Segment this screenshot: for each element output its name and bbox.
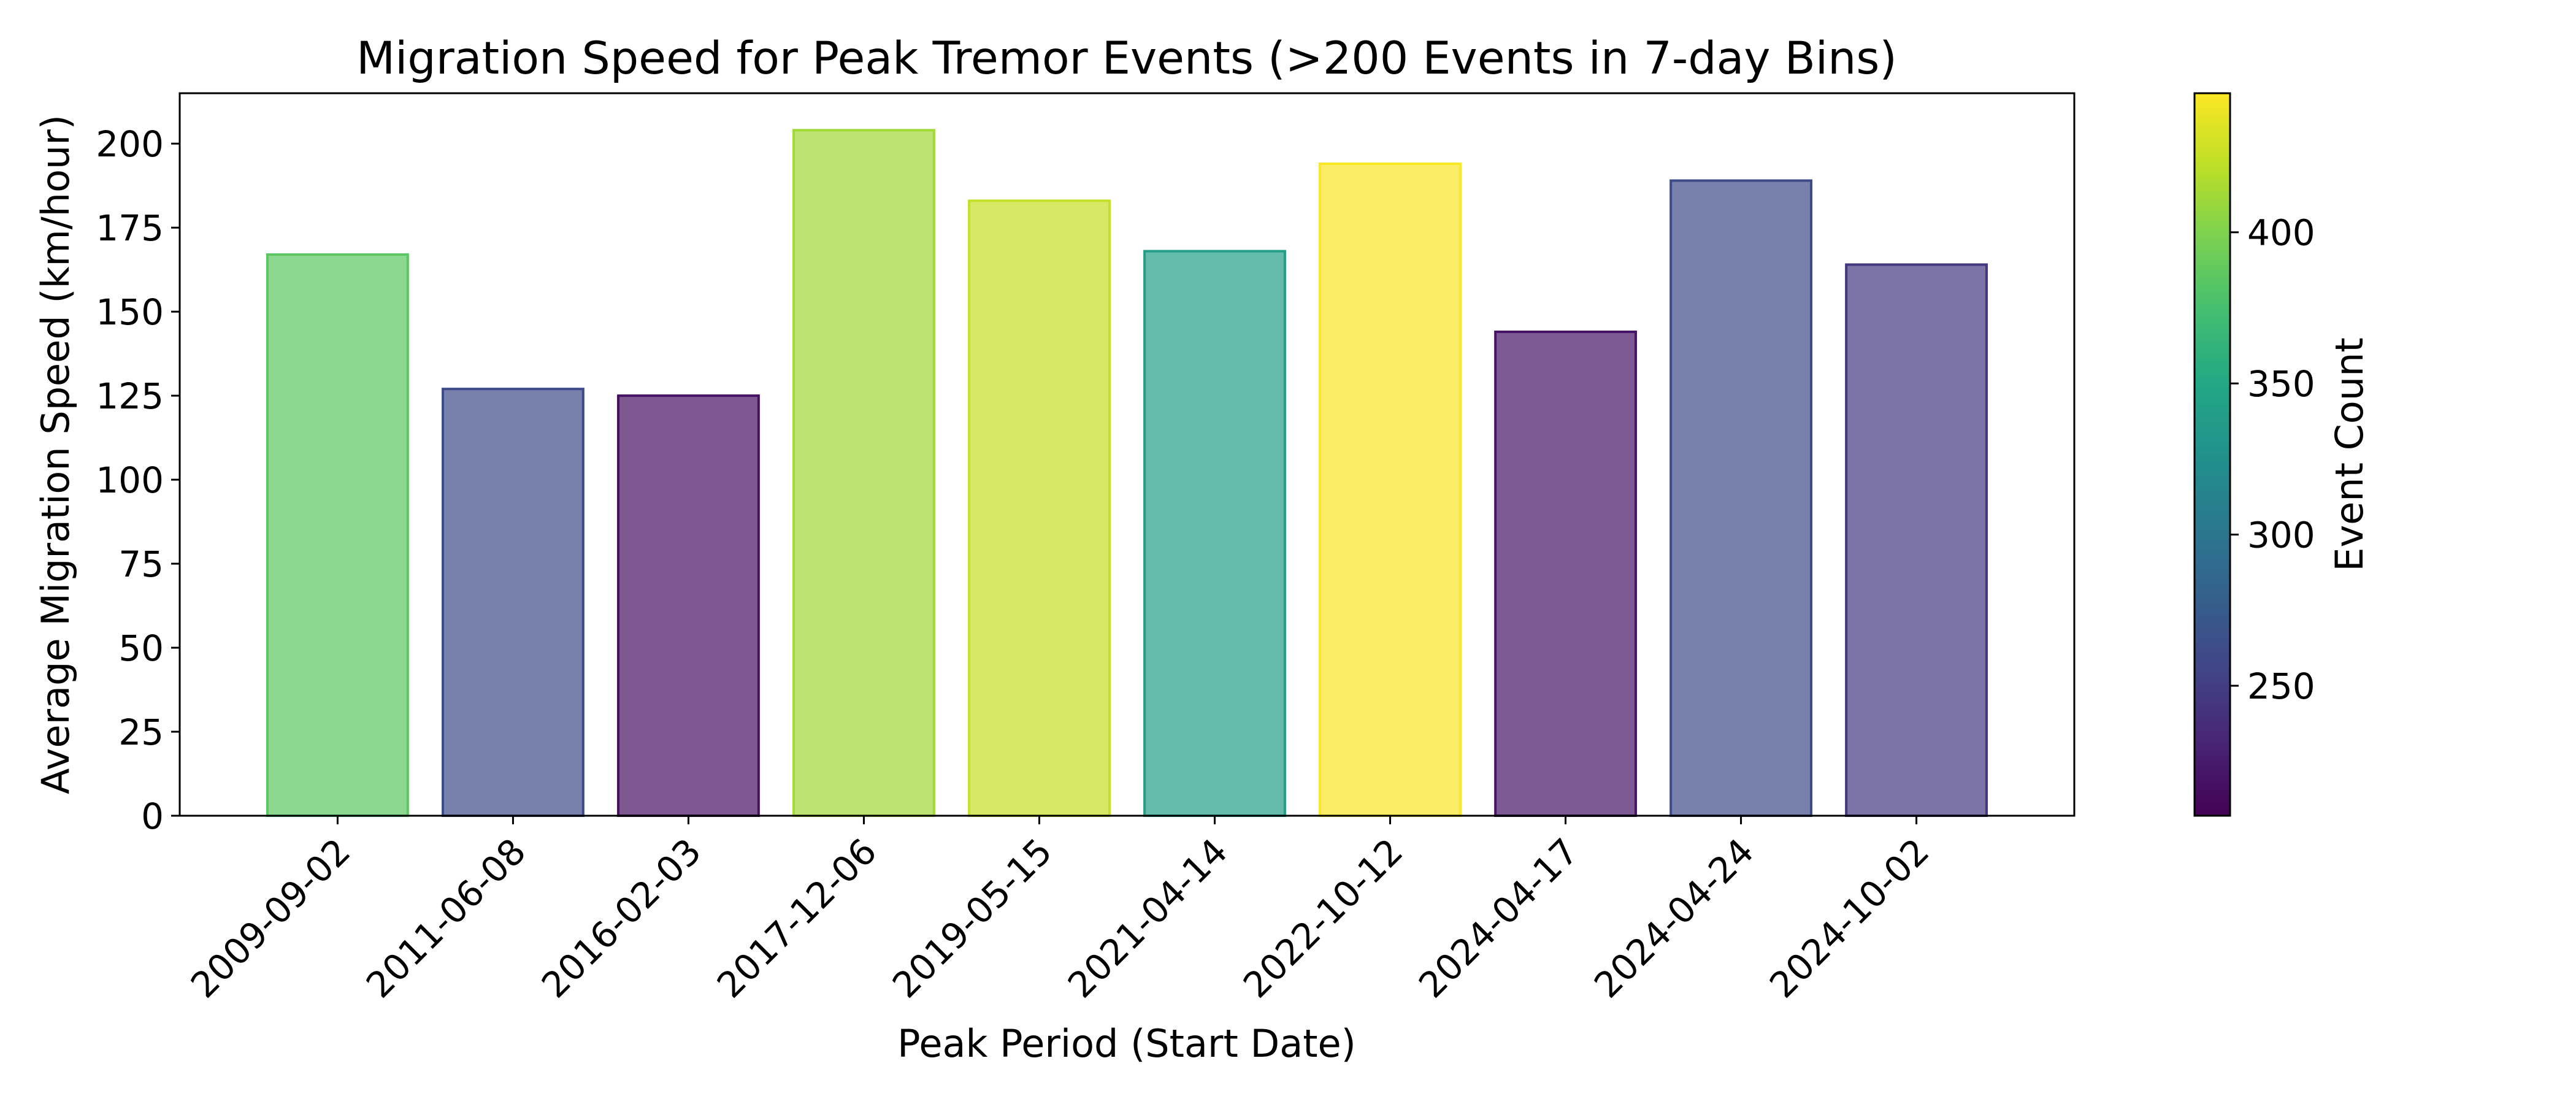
y-tick-label: 175 xyxy=(96,207,164,249)
colorbar-tick-label: 400 xyxy=(2247,212,2315,254)
y-tick-label: 0 xyxy=(141,795,164,837)
y-tick-label: 125 xyxy=(96,375,164,417)
plot-frame xyxy=(178,92,2076,817)
bar-2016-02-03 xyxy=(617,394,760,817)
bar-2021-04-14 xyxy=(1143,250,1286,817)
y-tick-label: 100 xyxy=(96,459,164,501)
y-tick-label: 50 xyxy=(118,627,164,669)
y-tick-label: 25 xyxy=(118,711,164,753)
bar-2022-10-12 xyxy=(1319,163,1462,818)
bar-2017-12-06 xyxy=(792,129,935,817)
colorbar-ticks: 250 300 350 400 xyxy=(2230,212,2315,707)
bar-2011-06-08 xyxy=(442,388,585,817)
colorbar-label: Event Count xyxy=(2327,337,2372,571)
colorbar: 250 300 350 400 Event Count xyxy=(2193,92,2372,817)
x-axis-label: Peak Period (Start Date) xyxy=(897,1021,1356,1066)
colorbar-gradient xyxy=(2193,92,2231,817)
bar-2024-04-24 xyxy=(1669,179,1812,817)
bars-layer xyxy=(266,129,1988,818)
y-tick-label: 200 xyxy=(96,123,164,165)
bar-2019-05-15 xyxy=(968,199,1111,817)
colorbar-tick-label: 250 xyxy=(2247,665,2315,707)
y-tick-label: 150 xyxy=(96,291,164,333)
bar-2024-04-17 xyxy=(1494,331,1637,817)
bar-2024-10-02 xyxy=(1845,263,1988,817)
chart-title: Migration Speed for Peak Tremor Events (… xyxy=(356,33,1897,85)
colorbar-tick-label: 350 xyxy=(2247,363,2315,405)
y-axis: 0 25 50 75 100 125 150 175 200 xyxy=(96,123,180,837)
colorbar-tick-label: 300 xyxy=(2247,515,2315,556)
y-axis-label: Average Migration Speed (km/hour) xyxy=(33,115,78,794)
y-tick-label: 75 xyxy=(118,543,164,585)
bar-2009-09-02 xyxy=(266,253,409,817)
